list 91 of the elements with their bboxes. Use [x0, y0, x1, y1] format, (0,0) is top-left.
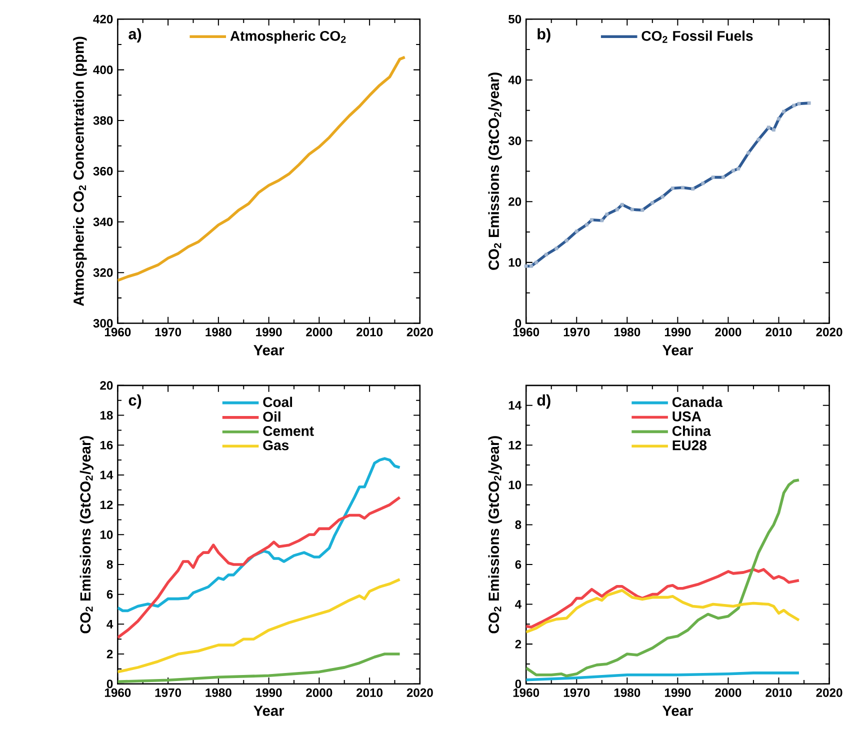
y-tick-label: 6 [106, 590, 113, 598]
y-tick-label: 2 [515, 640, 522, 648]
y-tick-label: 12 [100, 500, 113, 509]
x-tick-label: 2020 [406, 688, 433, 697]
annotation: b) [538, 28, 550, 42]
line-series [526, 568, 800, 628]
line-series [118, 56, 406, 282]
x-tick-label: 2000 [306, 328, 332, 336]
legend-label: Canada [672, 396, 723, 407]
y-tick-label: 8 [515, 520, 522, 529]
x-tick-label: 2010 [766, 688, 792, 697]
x-tick-label: 1980 [206, 328, 232, 336]
legend-label: Coal [263, 396, 292, 407]
x-axis-title: Year [254, 344, 284, 356]
y-tick-label: 340 [93, 217, 113, 226]
y-tick-label: 320 [93, 268, 113, 277]
legend-label: USA [672, 411, 702, 422]
y-tick-label: 6 [515, 560, 522, 569]
x-tick-label: 1970 [564, 688, 590, 697]
x-tick-label: 1990 [664, 328, 691, 336]
y-tick-label: 10 [508, 258, 522, 267]
x-tick-label: 2000 [306, 688, 332, 697]
y-tick-label: 14 [508, 400, 522, 410]
x-axis-title: Year [254, 706, 284, 716]
line-series [118, 652, 402, 683]
y-tick-label: 0 [106, 679, 113, 688]
x-axis-title: Year [662, 344, 693, 356]
y-axis-title: Atmospheric CO$_{2}$ Concentration (ppm) [73, 36, 87, 306]
x-tick-label: 1980 [614, 688, 640, 697]
x-tick-label: 2000 [715, 688, 742, 697]
y-tick-label: 4 [515, 600, 522, 608]
x-tick-label: 2010 [766, 328, 792, 336]
x-tick-label: 1970 [155, 688, 182, 697]
y-tick-label: 0 [515, 679, 522, 688]
x-tick-label: 2000 [715, 328, 742, 336]
line-series [118, 496, 402, 639]
x-tick-label: 2020 [816, 328, 842, 336]
x-tick-label: 2020 [816, 688, 842, 697]
x-tick-label: 1960 [104, 688, 131, 697]
line-series [526, 478, 800, 678]
y-tick-label: 50 [508, 14, 522, 24]
x-axis-title: Year [662, 706, 693, 716]
annotation: d) [537, 394, 550, 409]
y-tick-label: 20 [508, 197, 522, 206]
y-tick-label: 420 [93, 14, 113, 24]
x-tick-label: 1990 [256, 688, 282, 697]
line-series [118, 578, 402, 674]
x-tick-label: 1970 [155, 328, 182, 336]
x-tick-label: 1980 [206, 688, 232, 697]
legend-label: China [672, 425, 711, 436]
y-tick-label: 10 [100, 530, 113, 539]
y-tick-label: 8 [106, 560, 113, 569]
y-tick-label: 20 [100, 380, 113, 390]
legend-label: Atmospheric CO$_{2}$ [230, 30, 346, 44]
y-tick-label: 18 [100, 410, 113, 420]
y-tick-label: 360 [93, 166, 113, 176]
legend-label: Oil [263, 411, 280, 422]
y-tick-label: 300 [93, 318, 113, 328]
y-tick-label: 10 [508, 480, 522, 490]
line-series [526, 671, 800, 682]
y-tick-label: 40 [508, 75, 522, 84]
y-tick-label: 2 [106, 650, 113, 658]
y-tick-label: 30 [508, 136, 522, 145]
y-tick-label: 380 [93, 116, 113, 125]
x-tick-label: 1990 [256, 328, 282, 336]
line-series [118, 456, 402, 612]
x-tick-label: 1980 [614, 328, 640, 336]
x-tick-label: 1960 [513, 328, 540, 336]
legend-label: Gas [263, 440, 289, 450]
x-tick-label: 1970 [564, 328, 590, 336]
y-axis-title: CO$_{2}$ Emissions (GtCO$_{2}$/year) [80, 436, 94, 634]
legend-label: Cement [263, 426, 314, 436]
x-tick-label: 1960 [104, 328, 131, 336]
annotation: a) [128, 28, 142, 42]
x-tick-label: 1990 [664, 688, 691, 697]
legend-label: EU28 [672, 440, 707, 450]
y-axis-title: CO$_{2}$ Emissions (GtCO$_{2}$/year) [488, 436, 502, 634]
x-tick-label: 1960 [513, 688, 540, 697]
y-tick-label: 14 [100, 470, 114, 479]
legend-label: CO$_{2}$ Fossil Fuels [642, 30, 753, 43]
y-axis-title: CO$_{2}$ Emissions (GtCO$_{2}$/year) [488, 72, 502, 270]
line-series [526, 588, 800, 634]
annotation: c) [128, 394, 142, 409]
y-tick-label: 4 [106, 620, 114, 628]
y-tick-label: 400 [93, 65, 113, 74]
y-tick-label: 16 [100, 440, 113, 450]
x-tick-label: 2020 [406, 328, 433, 336]
x-tick-label: 2010 [356, 328, 383, 336]
y-tick-label: 12 [508, 440, 522, 450]
x-tick-label: 2010 [356, 688, 383, 697]
y-tick-label: 0 [515, 318, 522, 328]
